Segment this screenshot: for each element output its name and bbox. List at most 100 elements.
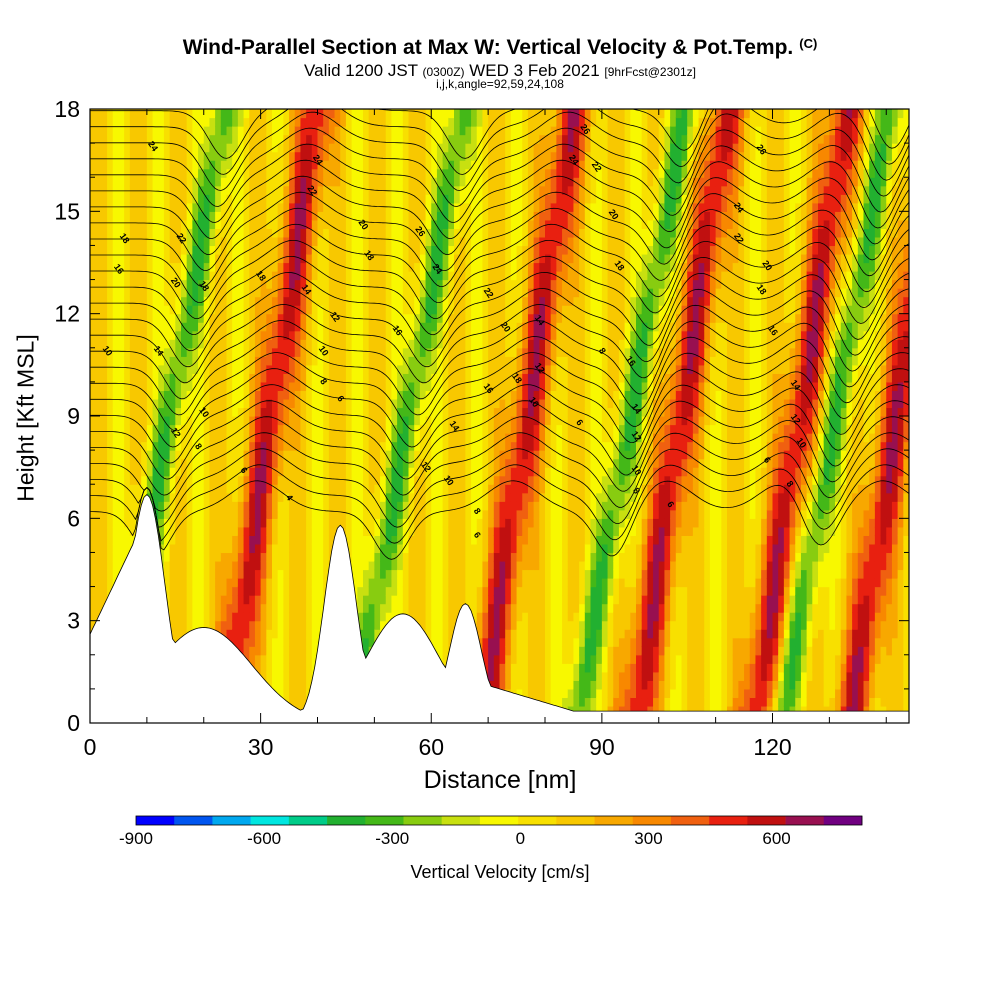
velocity-cell [340, 313, 347, 323]
velocity-cell [124, 416, 131, 426]
velocity-cell [215, 322, 222, 332]
velocity-cell [175, 381, 182, 392]
velocity-cell [380, 271, 387, 281]
velocity-cell [476, 433, 484, 443]
velocity-cell [397, 202, 404, 212]
velocity-cell [158, 347, 165, 357]
velocity-cell [226, 177, 233, 187]
velocity-cell [95, 160, 102, 170]
velocity-cell [374, 450, 381, 460]
velocity-cell [465, 177, 472, 187]
velocity-cell [454, 560, 461, 571]
velocity-cell [448, 569, 455, 579]
velocity-cell [334, 509, 341, 519]
velocity-cell [141, 373, 148, 383]
velocity-cell [152, 117, 159, 127]
velocity-cell [306, 202, 313, 212]
velocity-cell [385, 347, 393, 357]
velocity-cell [368, 475, 375, 485]
velocity-cell [169, 552, 176, 562]
velocity-cell [158, 194, 165, 204]
velocity-cell [215, 612, 222, 622]
velocity-cell [465, 578, 472, 588]
velocity-cell [431, 168, 438, 178]
velocity-cell [209, 612, 216, 622]
velocity-cell [237, 398, 245, 409]
velocity-cell [442, 117, 449, 127]
velocity-cell [294, 612, 302, 622]
velocity-cell [95, 262, 102, 272]
velocity-cell [402, 211, 410, 221]
velocity-cell [380, 236, 387, 247]
velocity-cell [112, 441, 120, 451]
velocity-cell [408, 117, 415, 127]
velocity-cell [118, 356, 125, 366]
velocity-cell [215, 560, 222, 571]
velocity-cell [237, 271, 245, 281]
velocity-cell [476, 185, 484, 195]
velocity-cell [260, 228, 267, 238]
velocity-cell [476, 501, 484, 511]
velocity-cell [454, 450, 461, 460]
velocity-cell [260, 211, 267, 221]
velocity-cell [363, 450, 370, 460]
velocity-cell [249, 654, 256, 664]
velocity-cell [402, 373, 410, 383]
velocity-cell [118, 373, 125, 383]
velocity-cell [442, 330, 449, 340]
velocity-cell [101, 347, 108, 357]
velocity-cell [340, 134, 347, 144]
velocity-cell [283, 185, 290, 195]
velocity-cell [397, 407, 404, 417]
velocity-cell [107, 109, 114, 119]
velocity-cell [402, 151, 410, 161]
velocity-cell [181, 501, 188, 511]
velocity-cell [363, 279, 370, 289]
velocity-cell [158, 424, 165, 434]
velocity-cell [237, 330, 245, 340]
velocity-cell [146, 313, 154, 323]
velocity-cell [135, 433, 142, 443]
velocity-cell [181, 288, 188, 298]
velocity-cell [317, 117, 324, 127]
velocity-cell [311, 416, 319, 426]
velocity-cell [357, 109, 364, 119]
velocity-cell [175, 305, 182, 315]
velocity-cell [471, 612, 478, 622]
velocity-cell [260, 612, 267, 622]
velocity-cell [459, 262, 466, 272]
velocity-cell [283, 390, 290, 400]
velocity-cell [95, 313, 102, 323]
velocity-cell [317, 219, 324, 229]
velocity-cell [266, 450, 273, 460]
velocity-cell [345, 253, 353, 264]
velocity-cell [112, 535, 120, 545]
velocity-cell [146, 185, 154, 195]
velocity-cell [471, 236, 478, 247]
velocity-cell [425, 586, 432, 596]
velocity-cell [294, 313, 302, 323]
velocity-cell [186, 177, 193, 187]
velocity-cell [289, 228, 296, 238]
velocity-cell [107, 134, 114, 144]
velocity-cell [402, 509, 410, 519]
velocity-cell [249, 211, 256, 221]
velocity-cell [260, 501, 267, 511]
velocity-cell [300, 603, 307, 613]
velocity-cell [408, 313, 415, 323]
velocity-cell [283, 339, 290, 349]
velocity-cell [414, 578, 421, 588]
velocity-cell [306, 475, 313, 485]
velocity-cell [471, 262, 478, 272]
velocity-cell [419, 484, 427, 494]
velocity-cell [181, 168, 188, 178]
velocity-cell [232, 373, 239, 383]
velocity-cell [289, 450, 296, 460]
velocity-cell [158, 509, 165, 519]
velocity-cell [459, 381, 466, 392]
velocity-cell [249, 109, 256, 119]
velocity-cell [107, 407, 114, 417]
velocity-cell [380, 279, 387, 289]
velocity-cell [283, 586, 290, 596]
velocity-cell [243, 603, 250, 613]
